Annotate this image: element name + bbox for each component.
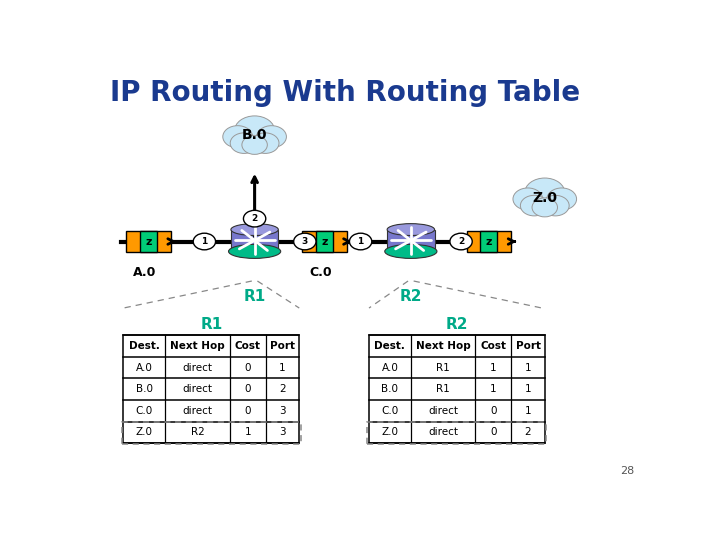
- Polygon shape: [387, 230, 435, 252]
- Text: A.0: A.0: [133, 266, 156, 279]
- FancyBboxPatch shape: [480, 231, 498, 252]
- Circle shape: [251, 133, 279, 153]
- FancyBboxPatch shape: [124, 335, 300, 443]
- Text: 1: 1: [490, 384, 497, 394]
- Text: A.0: A.0: [382, 362, 398, 373]
- Text: C.0: C.0: [382, 406, 399, 416]
- Text: R2: R2: [400, 289, 422, 305]
- Circle shape: [235, 116, 275, 146]
- Circle shape: [242, 136, 267, 154]
- Text: 1: 1: [525, 362, 531, 373]
- Text: 3: 3: [279, 406, 286, 416]
- Circle shape: [513, 188, 543, 210]
- Text: A.0: A.0: [136, 362, 153, 373]
- Ellipse shape: [384, 245, 437, 259]
- Text: 28: 28: [620, 465, 634, 476]
- Polygon shape: [231, 230, 279, 252]
- Circle shape: [521, 195, 548, 216]
- Text: 0: 0: [244, 362, 251, 373]
- Text: direct: direct: [182, 406, 212, 416]
- Text: Cost: Cost: [235, 341, 261, 351]
- Circle shape: [257, 126, 287, 148]
- Text: Dest.: Dest.: [374, 341, 405, 351]
- Circle shape: [532, 198, 557, 217]
- Text: 0: 0: [490, 427, 496, 437]
- Text: Z.0: Z.0: [532, 191, 557, 205]
- Text: Next Hop: Next Hop: [415, 341, 470, 351]
- Circle shape: [525, 178, 565, 208]
- FancyBboxPatch shape: [467, 231, 511, 252]
- Text: 1: 1: [525, 384, 531, 394]
- Text: C.0: C.0: [136, 406, 153, 416]
- Text: 3: 3: [279, 427, 286, 437]
- Text: R1: R1: [200, 317, 222, 332]
- Text: 1: 1: [279, 362, 286, 373]
- Circle shape: [243, 211, 266, 227]
- Text: 1: 1: [525, 406, 531, 416]
- Circle shape: [222, 126, 253, 148]
- Text: B.0: B.0: [382, 384, 398, 394]
- Text: 2: 2: [251, 214, 258, 223]
- FancyBboxPatch shape: [140, 231, 157, 252]
- Text: 2: 2: [458, 237, 464, 246]
- FancyBboxPatch shape: [302, 231, 347, 252]
- Text: Dest.: Dest.: [129, 341, 160, 351]
- Text: direct: direct: [428, 406, 458, 416]
- Circle shape: [230, 133, 258, 153]
- Text: IP Routing With Routing Table: IP Routing With Routing Table: [109, 79, 580, 107]
- Text: 2: 2: [279, 384, 286, 394]
- Text: 1: 1: [490, 362, 497, 373]
- Text: 0: 0: [490, 406, 496, 416]
- Text: Port: Port: [270, 341, 295, 351]
- FancyBboxPatch shape: [316, 231, 333, 252]
- Text: 0: 0: [244, 406, 251, 416]
- Circle shape: [349, 233, 372, 250]
- Text: Port: Port: [516, 341, 541, 351]
- Text: R1: R1: [436, 362, 450, 373]
- Text: B.0: B.0: [242, 129, 267, 143]
- Ellipse shape: [387, 224, 435, 235]
- Text: direct: direct: [182, 384, 212, 394]
- FancyBboxPatch shape: [126, 231, 171, 252]
- Text: R1: R1: [436, 384, 450, 394]
- Text: R1: R1: [243, 289, 266, 305]
- FancyBboxPatch shape: [369, 335, 545, 443]
- Text: 0: 0: [244, 384, 251, 394]
- Text: Cost: Cost: [480, 341, 506, 351]
- Text: 2: 2: [525, 427, 531, 437]
- Text: 1: 1: [358, 237, 364, 246]
- Circle shape: [193, 233, 215, 250]
- Text: Z.0: Z.0: [382, 427, 398, 437]
- Text: 3: 3: [302, 237, 308, 246]
- Text: z: z: [486, 237, 492, 247]
- Ellipse shape: [231, 224, 279, 235]
- Text: z: z: [321, 237, 328, 247]
- Text: Z.0: Z.0: [136, 427, 153, 437]
- Circle shape: [547, 188, 577, 210]
- Text: 1: 1: [202, 237, 207, 246]
- Text: 1: 1: [244, 427, 251, 437]
- Ellipse shape: [228, 245, 281, 259]
- Circle shape: [294, 233, 316, 250]
- Text: B.0: B.0: [136, 384, 153, 394]
- Circle shape: [450, 233, 472, 250]
- Text: R2: R2: [191, 427, 204, 437]
- Text: z: z: [145, 237, 152, 247]
- Text: R2: R2: [446, 317, 468, 332]
- Text: direct: direct: [428, 427, 458, 437]
- Text: Next Hop: Next Hop: [170, 341, 225, 351]
- Text: C.0: C.0: [309, 266, 332, 279]
- Text: direct: direct: [182, 362, 212, 373]
- Circle shape: [541, 195, 569, 216]
